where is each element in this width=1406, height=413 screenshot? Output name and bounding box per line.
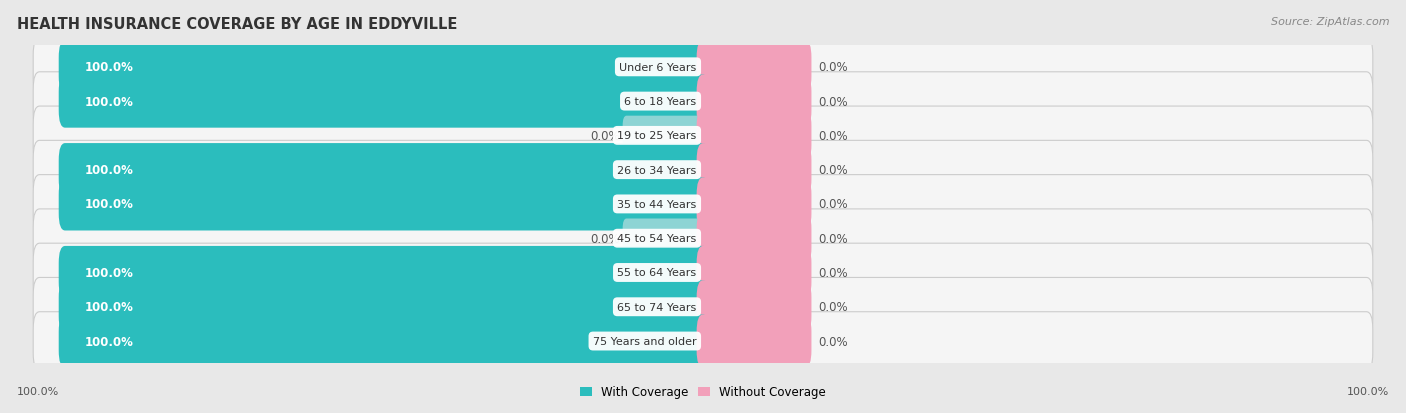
Text: 6 to 18 Years: 6 to 18 Years: [624, 97, 696, 107]
FancyBboxPatch shape: [623, 116, 707, 156]
FancyBboxPatch shape: [696, 212, 811, 265]
Text: 100.0%: 100.0%: [84, 335, 134, 348]
Text: 0.0%: 0.0%: [818, 130, 848, 142]
Text: 100.0%: 100.0%: [17, 387, 59, 396]
FancyBboxPatch shape: [696, 315, 811, 368]
Legend: With Coverage, Without Coverage: With Coverage, Without Coverage: [575, 381, 831, 403]
FancyBboxPatch shape: [34, 278, 1372, 336]
FancyBboxPatch shape: [59, 178, 710, 231]
FancyBboxPatch shape: [696, 41, 811, 94]
Text: 0.0%: 0.0%: [818, 61, 848, 74]
FancyBboxPatch shape: [696, 280, 811, 334]
FancyBboxPatch shape: [34, 312, 1372, 370]
Text: 0.0%: 0.0%: [818, 198, 848, 211]
Text: Source: ZipAtlas.com: Source: ZipAtlas.com: [1271, 17, 1389, 26]
FancyBboxPatch shape: [696, 178, 811, 231]
FancyBboxPatch shape: [59, 315, 710, 368]
FancyBboxPatch shape: [34, 141, 1372, 199]
FancyBboxPatch shape: [59, 41, 710, 94]
FancyBboxPatch shape: [34, 38, 1372, 97]
Text: Under 6 Years: Under 6 Years: [620, 63, 696, 73]
Text: 65 to 74 Years: 65 to 74 Years: [617, 302, 696, 312]
Text: HEALTH INSURANCE COVERAGE BY AGE IN EDDYVILLE: HEALTH INSURANCE COVERAGE BY AGE IN EDDY…: [17, 17, 457, 31]
Text: 100.0%: 100.0%: [84, 164, 134, 177]
FancyBboxPatch shape: [696, 109, 811, 163]
FancyBboxPatch shape: [34, 73, 1372, 131]
Text: 0.0%: 0.0%: [818, 301, 848, 313]
FancyBboxPatch shape: [34, 209, 1372, 268]
Text: 75 Years and older: 75 Years and older: [593, 336, 696, 346]
FancyBboxPatch shape: [59, 246, 710, 299]
Text: 0.0%: 0.0%: [818, 95, 848, 108]
Text: 0.0%: 0.0%: [818, 232, 848, 245]
Text: 35 to 44 Years: 35 to 44 Years: [617, 199, 696, 209]
FancyBboxPatch shape: [34, 244, 1372, 302]
Text: 0.0%: 0.0%: [818, 164, 848, 177]
Text: 19 to 25 Years: 19 to 25 Years: [617, 131, 696, 141]
Text: 0.0%: 0.0%: [818, 335, 848, 348]
FancyBboxPatch shape: [696, 246, 811, 299]
Text: 0.0%: 0.0%: [591, 232, 620, 245]
FancyBboxPatch shape: [623, 219, 707, 258]
Text: 55 to 64 Years: 55 to 64 Years: [617, 268, 696, 278]
FancyBboxPatch shape: [59, 280, 710, 334]
Text: 45 to 54 Years: 45 to 54 Years: [617, 234, 696, 244]
FancyBboxPatch shape: [696, 144, 811, 197]
Text: 0.0%: 0.0%: [591, 130, 620, 142]
FancyBboxPatch shape: [34, 175, 1372, 234]
FancyBboxPatch shape: [59, 144, 710, 197]
Text: 100.0%: 100.0%: [84, 266, 134, 279]
Text: 100.0%: 100.0%: [84, 301, 134, 313]
Text: 100.0%: 100.0%: [84, 61, 134, 74]
FancyBboxPatch shape: [34, 107, 1372, 165]
Text: 0.0%: 0.0%: [818, 266, 848, 279]
Text: 100.0%: 100.0%: [1347, 387, 1389, 396]
Text: 100.0%: 100.0%: [84, 198, 134, 211]
FancyBboxPatch shape: [59, 75, 710, 128]
Text: 26 to 34 Years: 26 to 34 Years: [617, 165, 696, 175]
Text: 100.0%: 100.0%: [84, 95, 134, 108]
FancyBboxPatch shape: [696, 75, 811, 128]
